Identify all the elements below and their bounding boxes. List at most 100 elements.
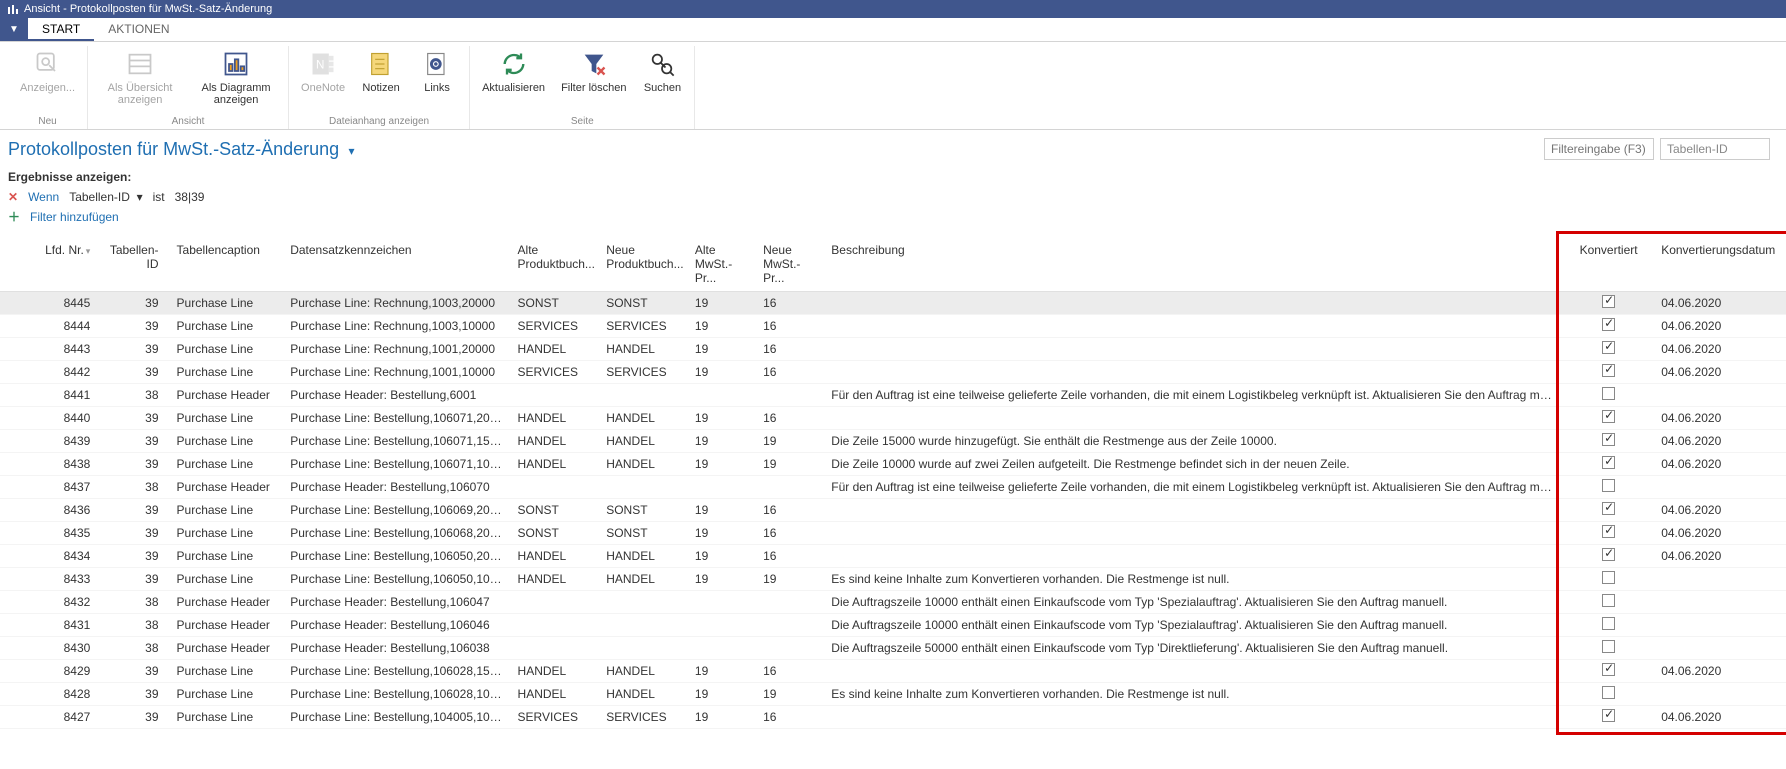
tab-start[interactable]: START <box>28 18 94 41</box>
cell-caption: Purchase Line <box>171 683 285 706</box>
cell-lfdnr: 8427 <box>0 706 102 729</box>
cell-konvertiert[interactable] <box>1562 591 1655 614</box>
cell-caption: Purchase Line <box>171 292 285 315</box>
cell-konvertiert[interactable] <box>1562 499 1655 522</box>
table-row[interactable]: 843639Purchase LinePurchase Line: Bestel… <box>0 499 1786 522</box>
table-row[interactable]: 843738Purchase HeaderPurchase Header: Be… <box>0 476 1786 499</box>
aktualisieren-button[interactable]: Aktualisieren <box>478 46 549 114</box>
cell-konvertiert[interactable] <box>1562 315 1655 338</box>
cell-datensatz: Purchase Header: Bestellung,106038 <box>284 637 511 660</box>
table-row[interactable]: 844039Purchase LinePurchase Line: Bestel… <box>0 407 1786 430</box>
col-altemwst[interactable]: Alte MwSt.-Pr... <box>689 237 757 292</box>
window-title: Ansicht - Protokollposten für MwSt.-Satz… <box>24 3 272 15</box>
cell-caption: Purchase Header <box>171 476 285 499</box>
table-row[interactable]: 844138Purchase HeaderPurchase Header: Be… <box>0 384 1786 407</box>
clear-filter-icon <box>578 48 610 80</box>
col-beschreibung[interactable]: Beschreibung <box>825 237 1562 292</box>
suchen-button[interactable]: Suchen <box>638 46 686 114</box>
cell-lfdnr: 8439 <box>0 430 102 453</box>
cell-alteprodukt: HANDEL <box>512 683 601 706</box>
table-row[interactable]: 843839Purchase LinePurchase Line: Bestel… <box>0 453 1786 476</box>
cell-konvertiert[interactable] <box>1562 706 1655 729</box>
cell-tid: 39 <box>102 499 170 522</box>
cell-altemwst: 19 <box>689 683 757 706</box>
filter-add-row[interactable]: ＋ Filter hinzufügen <box>8 206 1778 227</box>
table-row[interactable]: 844439Purchase LinePurchase Line: Rechnu… <box>0 315 1786 338</box>
cell-beschreibung <box>825 292 1562 315</box>
cell-konvertiert[interactable] <box>1562 476 1655 499</box>
table-row[interactable]: 843539Purchase LinePurchase Line: Bestel… <box>0 522 1786 545</box>
cell-tid: 38 <box>102 591 170 614</box>
cell-konvertiert[interactable] <box>1562 430 1655 453</box>
cell-beschreibung <box>825 315 1562 338</box>
cell-konvertiert[interactable] <box>1562 407 1655 430</box>
cell-konvertiert[interactable] <box>1562 660 1655 683</box>
col-alteprodukt[interactable]: Alte Produktbuch... <box>512 237 601 292</box>
cell-konvertiert[interactable] <box>1562 637 1655 660</box>
cell-altemwst <box>689 476 757 499</box>
cell-caption: Purchase Line <box>171 545 285 568</box>
remove-filter-icon[interactable]: ✕ <box>8 190 18 204</box>
group-title-dateianhang: Dateianhang anzeigen <box>329 116 429 127</box>
notes-icon <box>365 48 397 80</box>
cell-konvertiert[interactable] <box>1562 522 1655 545</box>
cell-tid: 38 <box>102 476 170 499</box>
cell-tid: 39 <box>102 660 170 683</box>
table-row[interactable]: 842739Purchase LinePurchase Line: Bestel… <box>0 706 1786 729</box>
cell-konvertiert[interactable] <box>1562 338 1655 361</box>
col-neuemwst[interactable]: Neue MwSt.-Pr... <box>757 237 825 292</box>
table-body: 844539Purchase LinePurchase Line: Rechnu… <box>0 292 1786 729</box>
col-neueprodukt[interactable]: Neue Produktbuch... <box>600 237 689 292</box>
cell-lfdnr: 8433 <box>0 568 102 591</box>
col-lfdnr[interactable]: Lfd. Nr.▾ <box>0 237 102 292</box>
cell-neueprodukt: SONST <box>600 499 689 522</box>
cell-neuemwst <box>757 591 825 614</box>
cell-caption: Purchase Line <box>171 453 285 476</box>
tab-aktionen[interactable]: AKTIONEN <box>94 18 183 41</box>
cell-datensatz: Purchase Line: Rechnung,1003,10000 <box>284 315 511 338</box>
cell-konvertiert[interactable] <box>1562 683 1655 706</box>
cell-altemwst <box>689 384 757 407</box>
col-konvdatum[interactable]: Konvertierungsdatum <box>1655 237 1786 292</box>
links-button[interactable]: Links <box>413 46 461 114</box>
col-tabellencaption[interactable]: Tabellencaption <box>171 237 285 292</box>
table-row[interactable]: 844239Purchase LinePurchase Line: Rechnu… <box>0 361 1786 384</box>
cell-konvertiert[interactable] <box>1562 545 1655 568</box>
filter-field[interactable]: Tabellen-ID ▾ <box>69 190 142 204</box>
table-row[interactable]: 842939Purchase LinePurchase Line: Bestel… <box>0 660 1786 683</box>
als-diagramm-button[interactable]: Als Diagramm anzeigen <box>192 46 280 114</box>
cell-tid: 39 <box>102 522 170 545</box>
table-row[interactable]: 843939Purchase LinePurchase Line: Bestel… <box>0 430 1786 453</box>
table-row[interactable]: 843339Purchase LinePurchase Line: Bestel… <box>0 568 1786 591</box>
col-datensatz[interactable]: Datensatzkennzeichen <box>284 237 511 292</box>
cell-konvertiert[interactable] <box>1562 292 1655 315</box>
notizen-button[interactable]: Notizen <box>357 46 405 114</box>
cell-konvdatum: 04.06.2020 <box>1655 430 1786 453</box>
col-konvertiert[interactable]: Konvertiert <box>1562 237 1655 292</box>
filter-loeschen-button[interactable]: Filter löschen <box>557 46 630 114</box>
table-row[interactable]: 844539Purchase LinePurchase Line: Rechnu… <box>0 292 1786 315</box>
cell-beschreibung: Die Auftragszeile 10000 enthält einen Ei… <box>825 591 1562 614</box>
cell-konvertiert[interactable] <box>1562 568 1655 591</box>
cell-konvertiert[interactable] <box>1562 614 1655 637</box>
cell-konvertiert[interactable] <box>1562 361 1655 384</box>
cell-konvdatum <box>1655 614 1786 637</box>
cell-neuemwst: 16 <box>757 361 825 384</box>
filter-field-select[interactable] <box>1660 138 1770 160</box>
anzeigen-button: Anzeigen... <box>16 46 79 114</box>
col-tabellenid[interactable]: Tabellen-ID <box>102 237 170 292</box>
table-row[interactable]: 844339Purchase LinePurchase Line: Rechnu… <box>0 338 1786 361</box>
onenote-icon: N <box>307 48 339 80</box>
filter-value[interactable]: 38|39 <box>175 190 205 204</box>
table-row[interactable]: 843439Purchase LinePurchase Line: Bestel… <box>0 545 1786 568</box>
file-menu[interactable]: ▼ <box>0 18 28 41</box>
cell-konvertiert[interactable] <box>1562 384 1655 407</box>
cell-konvertiert[interactable] <box>1562 453 1655 476</box>
table-row[interactable]: 843138Purchase HeaderPurchase Header: Be… <box>0 614 1786 637</box>
cell-lfdnr: 8443 <box>0 338 102 361</box>
table-row[interactable]: 843238Purchase HeaderPurchase Header: Be… <box>0 591 1786 614</box>
page-title[interactable]: Protokollposten für MwSt.-Satz-Änderung … <box>8 139 355 160</box>
table-row[interactable]: 842839Purchase LinePurchase Line: Bestel… <box>0 683 1786 706</box>
filter-input[interactable] <box>1544 138 1654 160</box>
table-row[interactable]: 843038Purchase HeaderPurchase Header: Be… <box>0 637 1786 660</box>
